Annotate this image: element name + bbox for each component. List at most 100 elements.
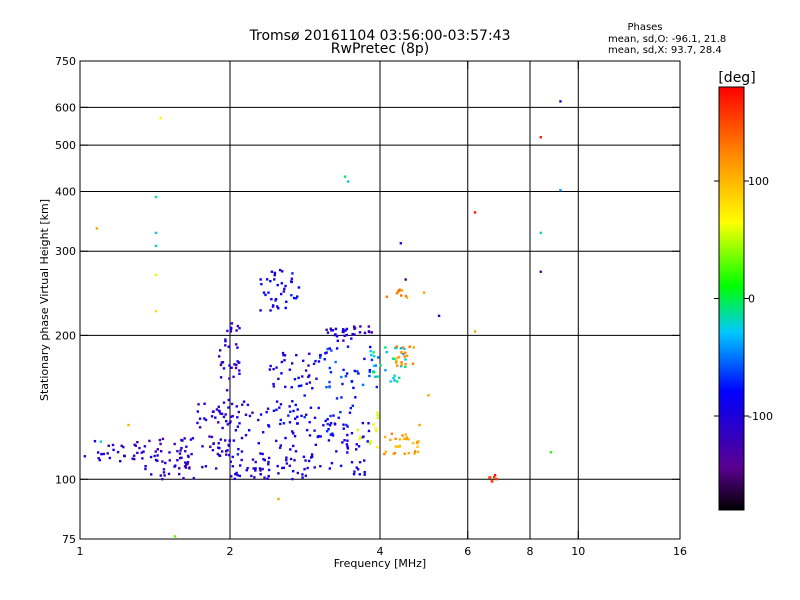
data-point xyxy=(344,329,347,332)
data-point xyxy=(343,334,346,338)
data-point xyxy=(235,329,238,332)
data-point xyxy=(239,464,242,467)
data-point xyxy=(285,458,288,462)
data-point xyxy=(196,421,199,425)
data-point xyxy=(367,325,371,328)
data-point xyxy=(308,434,312,437)
data-point xyxy=(329,433,332,436)
data-point xyxy=(99,440,103,443)
data-point xyxy=(372,364,376,368)
data-point xyxy=(150,473,153,476)
data-point xyxy=(376,375,379,378)
data-point xyxy=(183,437,186,440)
data-point xyxy=(395,346,398,350)
data-point xyxy=(401,434,404,437)
data-point xyxy=(267,425,271,428)
data-point xyxy=(168,451,171,454)
data-point xyxy=(259,469,262,472)
data-point xyxy=(180,446,183,450)
data-point xyxy=(132,454,136,457)
data-point xyxy=(159,474,162,477)
data-point xyxy=(346,433,349,437)
data-point xyxy=(228,421,232,425)
data-point xyxy=(377,356,380,359)
data-point xyxy=(391,357,395,360)
data-point xyxy=(328,385,331,389)
data-point xyxy=(394,445,397,448)
data-point xyxy=(259,309,262,312)
data-point xyxy=(281,351,285,355)
data-point xyxy=(308,374,311,377)
data-point xyxy=(293,378,297,381)
x-tick-label: 1 xyxy=(77,545,84,558)
data-point xyxy=(290,362,294,365)
data-point xyxy=(349,406,353,410)
data-point xyxy=(383,452,386,456)
data-point xyxy=(217,409,221,412)
data-point xyxy=(185,445,188,448)
data-point xyxy=(269,309,272,312)
colorbar-tick-label: 0 xyxy=(748,293,755,306)
data-point xyxy=(332,414,335,417)
data-point xyxy=(186,461,190,464)
data-point xyxy=(173,442,176,446)
data-point xyxy=(178,456,182,460)
data-point xyxy=(230,366,233,369)
data-point xyxy=(370,358,374,362)
data-point xyxy=(267,468,271,472)
data-point xyxy=(404,294,408,298)
data-point xyxy=(418,423,421,427)
chart-subtitle: RwPretec (8p) xyxy=(331,41,429,57)
data-point xyxy=(143,445,147,448)
data-point xyxy=(296,415,299,419)
data-point xyxy=(154,309,158,313)
data-point xyxy=(276,305,279,308)
data-point xyxy=(412,441,415,445)
data-point xyxy=(271,305,275,308)
data-point xyxy=(208,435,211,438)
data-point xyxy=(292,444,295,448)
data-point xyxy=(366,440,369,443)
axis-ticks: 1 2 4 6 8 10 16 75 100 200 300 400 500 600 750 xyxy=(55,55,687,558)
data-point xyxy=(376,416,380,420)
data-point xyxy=(228,377,231,380)
data-point xyxy=(346,345,350,348)
data-point xyxy=(291,477,294,481)
data-point xyxy=(403,452,406,455)
data-point xyxy=(400,361,403,364)
data-point xyxy=(259,413,263,416)
data-point xyxy=(367,422,370,425)
data-point xyxy=(275,400,279,403)
data-point xyxy=(331,432,334,435)
data-point xyxy=(331,329,335,332)
data-point xyxy=(413,450,417,453)
data-point xyxy=(241,403,244,406)
data-point xyxy=(236,346,239,349)
data-point xyxy=(275,366,278,369)
data-point xyxy=(225,419,228,423)
data-point xyxy=(272,304,275,307)
data-point xyxy=(272,367,275,371)
data-point xyxy=(335,450,338,453)
data-point xyxy=(119,459,122,463)
data-point xyxy=(340,375,343,379)
data-point xyxy=(358,437,361,441)
data-point xyxy=(252,467,255,470)
data-point xyxy=(350,337,353,340)
data-point xyxy=(219,363,223,367)
data-point xyxy=(267,291,270,294)
data-point xyxy=(402,352,405,356)
data-point xyxy=(345,333,348,337)
data-point xyxy=(268,368,272,371)
data-point xyxy=(351,332,354,336)
data-point xyxy=(219,412,222,415)
data-point xyxy=(345,327,349,331)
grid-lines xyxy=(80,61,680,539)
data-point xyxy=(325,328,328,332)
data-point xyxy=(559,188,562,192)
data-point xyxy=(342,427,345,430)
data-point xyxy=(411,362,415,366)
data-point xyxy=(270,270,274,273)
data-point xyxy=(162,471,166,474)
data-point xyxy=(357,372,360,375)
